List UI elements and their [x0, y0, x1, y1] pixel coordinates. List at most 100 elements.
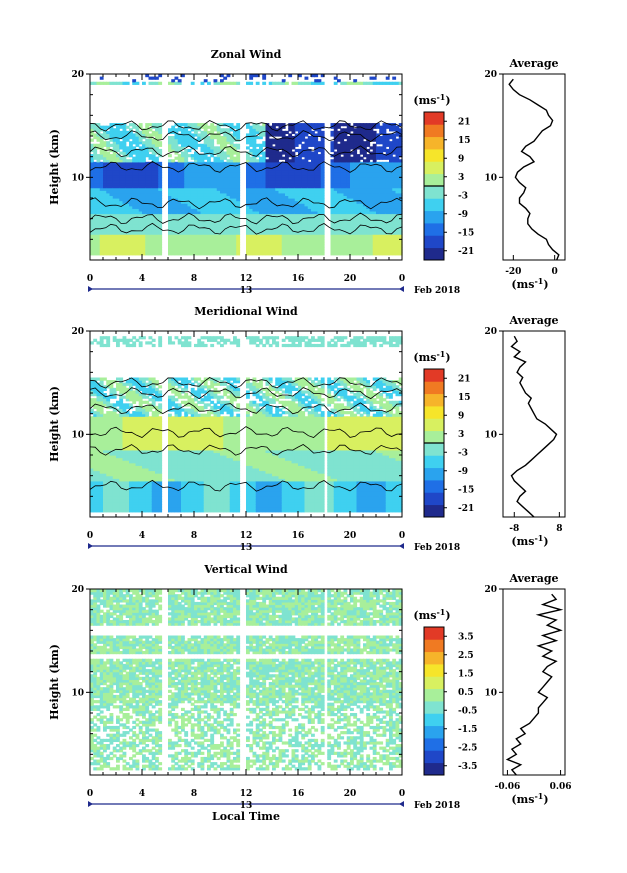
heatmap-cell: [213, 218, 218, 222]
heatmap-cell: [197, 187, 202, 191]
heatmap-cell: [155, 221, 159, 225]
heatmap-cell: [181, 208, 185, 212]
y-axis-label: Height (km): [48, 129, 61, 205]
heatmap-cell: [223, 221, 228, 225]
heatmap-cell: [220, 241, 224, 246]
heatmap-cell: [197, 182, 202, 186]
heatmap-cell: [155, 167, 159, 171]
heatmap-cell: [203, 136, 208, 140]
heatmap-cell: [177, 249, 182, 253]
heatmap-cell: [135, 148, 140, 153]
heatmap-cell: [216, 226, 221, 230]
heatmap-cell: [213, 203, 218, 207]
heatmap-cell: [90, 239, 94, 243]
heatmap-cell: [103, 143, 107, 147]
heatmap-cell: [252, 216, 257, 220]
heatmap-cell: [155, 136, 159, 140]
heatmap-cell: [246, 252, 250, 256]
heatmap-cell: [187, 177, 192, 181]
heatmap-cell: [200, 190, 205, 194]
heatmap-cell: [93, 226, 98, 230]
heatmap-cell: [112, 249, 117, 253]
heatmap-cell: [213, 185, 218, 189]
heatmap-cell: [135, 241, 140, 246]
heatmap-cell: [220, 236, 224, 240]
heatmap-cell: [109, 231, 114, 235]
heatmap-cell: [96, 244, 101, 248]
heatmap-cell: [223, 141, 228, 145]
heatmap-cell: [229, 187, 234, 191]
heatmap-cell: [145, 229, 150, 233]
heatmap-cell: [223, 198, 228, 202]
heatmap-cell: [249, 247, 254, 251]
heatmap-cell: [109, 125, 114, 129]
heatmap-cell: [148, 195, 153, 199]
heatmap-cell: [229, 210, 234, 215]
heatmap-cell: [197, 249, 202, 253]
heatmap-cell: [252, 252, 257, 256]
heatmap-cell: [116, 234, 120, 238]
heatmap-cell: [233, 236, 237, 240]
heatmap-cell: [197, 128, 202, 132]
heatmap-cell: [207, 179, 211, 184]
heatmap-cell: [226, 241, 231, 246]
heatmap-cell: [135, 161, 140, 166]
heatmap-cell: [187, 190, 192, 194]
heatmap-cell: [226, 229, 231, 233]
heatmap-cell: [181, 203, 185, 207]
heatmap-cell: [142, 229, 146, 233]
heatmap-cell: [213, 208, 218, 212]
heatmap-cell: [187, 138, 192, 142]
heatmap-cell: [213, 136, 218, 140]
heatmap-cell: [168, 205, 172, 209]
heatmap-cell: [138, 210, 143, 215]
heatmap-cell: [213, 187, 218, 191]
heatmap-cell: [112, 239, 117, 243]
heatmap-cell: [252, 190, 257, 194]
heatmap-cell: [171, 169, 176, 173]
heatmap-cell: [184, 151, 189, 155]
heatmap-cell: [151, 205, 156, 209]
heatmap-cell: [138, 223, 143, 228]
heatmap-cell: [246, 226, 250, 230]
heatmap-cell: [145, 223, 150, 228]
heatmap-cell: [203, 128, 208, 132]
heatmap-cell: [90, 161, 94, 166]
heatmap-cell: [145, 231, 150, 235]
heatmap-cell: [119, 192, 124, 197]
heatmap-cell: [252, 231, 257, 235]
heatmap-cell: [96, 205, 101, 209]
heatmap-cell: [103, 198, 107, 202]
heatmap-cell: [125, 179, 130, 184]
heatmap-cell: [200, 231, 205, 235]
heatmap-cell: [155, 203, 159, 207]
heatmap-cell: [103, 205, 107, 209]
heatmap-cell: [142, 192, 146, 197]
heatmap-cell: [207, 146, 211, 150]
heatmap-cell: [155, 210, 159, 215]
heatmap-cell: [223, 234, 228, 238]
heatmap-cell: [103, 161, 107, 166]
heatmap-cell: [190, 195, 195, 199]
heatmap-cell: [158, 161, 163, 166]
heatmap-cell: [103, 169, 107, 173]
heatmap-cell: [158, 123, 163, 127]
heatmap-cell: [145, 198, 150, 202]
heatmap-cell: [148, 179, 153, 184]
heatmap-cell: [233, 185, 237, 189]
heatmap-cell: [187, 203, 192, 207]
heatmap-cell: [203, 161, 208, 166]
heatmap-cell: [116, 148, 120, 153]
heatmap-cell: [116, 221, 120, 225]
heatmap-cell: [122, 151, 127, 155]
heatmap-cell: [90, 128, 94, 132]
heatmap-cell: [200, 136, 205, 140]
heatmap-cell: [109, 249, 114, 253]
heatmap-cell: [252, 138, 257, 142]
heatmap-cell: [125, 159, 130, 163]
heatmap-cell: [129, 130, 133, 135]
heatmap-cell: [246, 169, 250, 173]
heatmap-cell: [207, 81, 211, 85]
heatmap-cell: [106, 200, 111, 204]
heatmap-cell: [210, 210, 215, 215]
